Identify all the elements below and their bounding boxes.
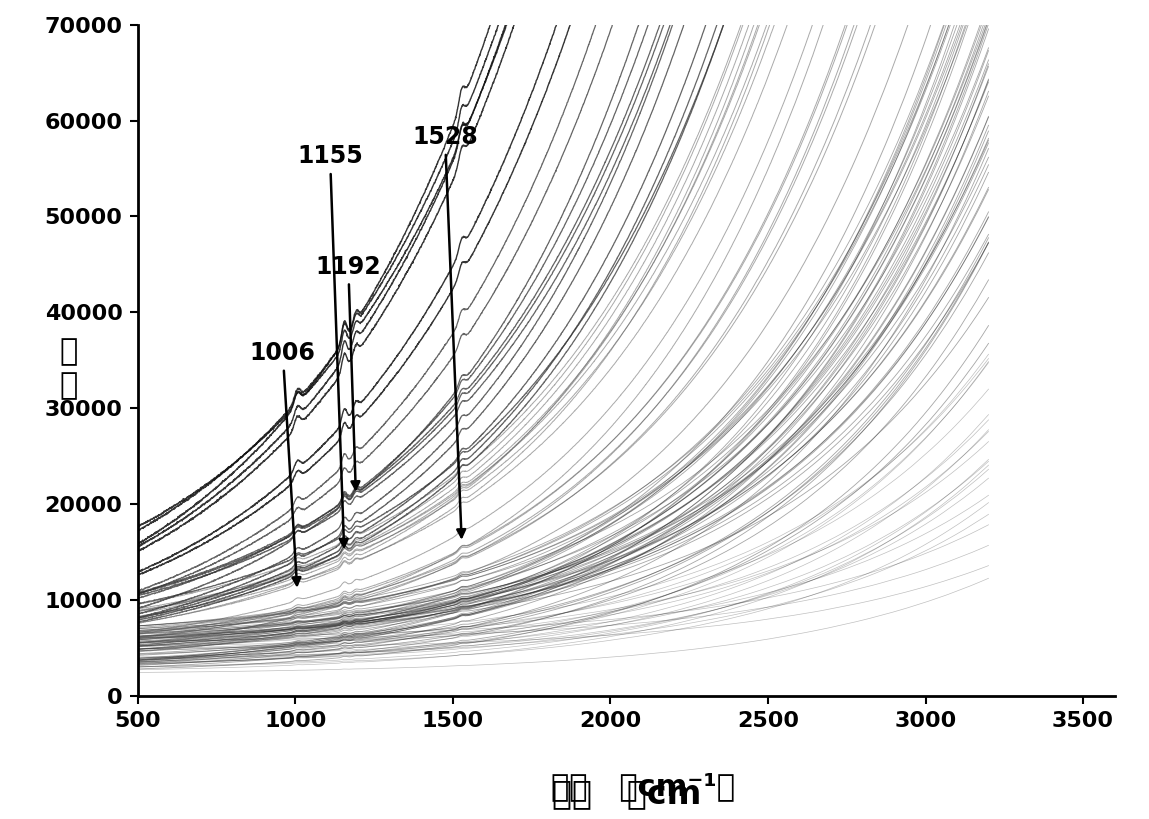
Text: 波数   （cm: 波数 （cm xyxy=(552,776,701,810)
Text: 波数   （cm⁻¹）: 波数 （cm⁻¹） xyxy=(552,771,735,801)
Text: 1006: 1006 xyxy=(249,342,316,585)
Text: 强
度: 强 度 xyxy=(60,337,78,400)
Text: 1192: 1192 xyxy=(316,255,381,489)
Text: 1528: 1528 xyxy=(412,125,478,537)
Text: 1155: 1155 xyxy=(298,144,363,546)
Text: 波数   （cm: 波数 （cm xyxy=(552,776,701,810)
